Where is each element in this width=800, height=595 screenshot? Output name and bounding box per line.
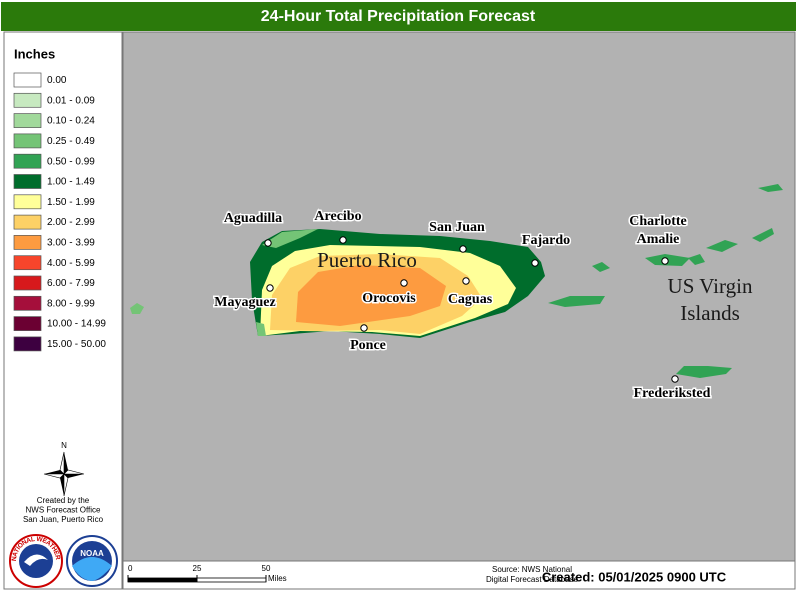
legend-label: 1.00 - 1.49: [47, 177, 95, 188]
legend-label: 4.00 - 5.99: [47, 258, 95, 269]
legend-label: 8.00 - 9.99: [47, 298, 95, 309]
legend-label: 0.01 - 0.09: [47, 95, 95, 106]
scale-bar-segment: [128, 578, 197, 582]
legend-swatch: [13, 72, 42, 88]
city-label: Mayaguez: [214, 295, 275, 310]
city-label: Amalie: [637, 232, 680, 247]
city-marker: [661, 257, 669, 265]
legend-label: 0.25 - 0.49: [47, 136, 95, 147]
noaa-logo-text: NOAA: [80, 549, 104, 558]
city-label: Arecibo: [314, 209, 361, 224]
legend-label: 2.00 - 2.99: [47, 217, 95, 228]
region-label: Islands: [680, 301, 740, 325]
city-label: Orocovis: [362, 291, 416, 306]
source-text: Digital Forecast Database: [486, 575, 579, 584]
city-marker: [671, 375, 679, 383]
city-label: Fajardo: [522, 233, 570, 248]
legend-swatch: [13, 174, 42, 189]
city-label: Ponce: [350, 338, 386, 353]
scale-tick-label: 25: [193, 564, 202, 573]
scale-tick-label: 0: [128, 564, 133, 573]
north-arrow: [43, 451, 85, 497]
legend-label: 0.00: [47, 75, 67, 86]
legend-title: Inches: [14, 46, 55, 61]
city-label: Aguadilla: [224, 211, 282, 226]
city-marker: [339, 236, 347, 244]
legend-label: 1.50 - 1.99: [47, 197, 95, 208]
noaa-logo: [66, 535, 118, 587]
city-marker: [462, 277, 470, 285]
legend-label: 0.50 - 0.99: [47, 156, 95, 167]
legend-swatch: [13, 336, 42, 352]
nws-logo: [9, 534, 63, 588]
created-date: Created: 05/01/2025 0900 UTC: [542, 569, 727, 584]
region-label: Puerto Rico: [317, 248, 417, 272]
footer: [122, 560, 796, 590]
title-bar: [1, 2, 796, 31]
title: 24-Hour Total Precipitation Forecast: [261, 8, 536, 25]
city-marker: [266, 284, 274, 292]
region-label: US Virgin: [668, 274, 753, 298]
legend-swatch: [13, 133, 42, 149]
city-label: San Juan: [429, 220, 485, 235]
city-marker: [459, 245, 467, 253]
legend-label: 15.00 - 50.00: [47, 339, 106, 350]
credit-text: Created by the: [37, 496, 90, 505]
legend-swatch: [13, 235, 42, 250]
legend-swatch: [13, 113, 42, 128]
legend-swatch: [13, 92, 42, 108]
scale-tick-label: 50: [262, 564, 271, 573]
credit-text: San Juan, Puerto Rico: [23, 515, 104, 524]
legend-label: 3.00 - 3.99: [47, 238, 95, 249]
credit-text: NWS Forecast Office: [26, 506, 102, 515]
city-label: Charlotte: [629, 214, 687, 229]
land: [130, 184, 783, 378]
city-label: Frederiksted: [634, 386, 711, 401]
legend-swatch: [13, 275, 42, 291]
legend-label: 0.10 - 0.24: [47, 116, 95, 127]
legend-swatch: [13, 316, 42, 331]
legend-swatch: [13, 255, 42, 271]
legend-label: 6.00 - 7.99: [47, 278, 95, 289]
city-marker: [360, 324, 368, 332]
legend-swatch: [13, 153, 42, 169]
legend-swatch: [13, 214, 42, 230]
legend-swatch: [13, 194, 42, 210]
city-label: Caguas: [448, 292, 493, 307]
north-label: N: [61, 441, 67, 450]
legend-label: 10.00 - 14.99: [47, 319, 106, 330]
source-text: Source: NWS National: [492, 565, 572, 574]
scale-unit: Miles: [268, 574, 287, 583]
city-marker: [400, 279, 408, 287]
city-marker: [531, 259, 539, 267]
city-marker: [264, 239, 272, 247]
legend-swatch: [13, 295, 42, 311]
